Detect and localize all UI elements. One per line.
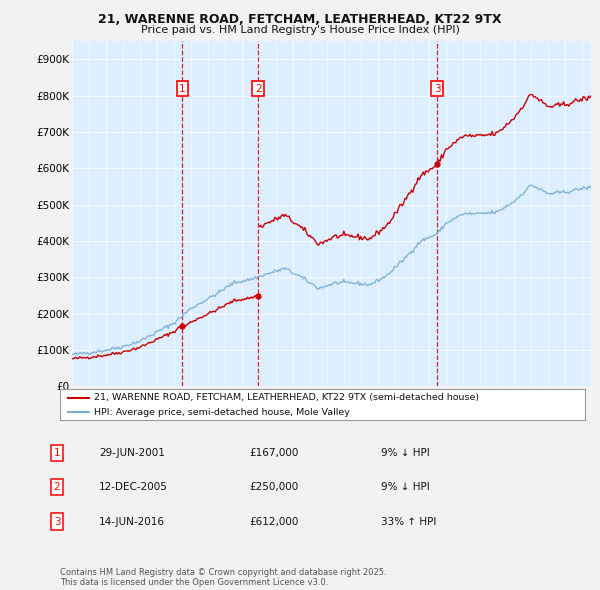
Text: 12-DEC-2005: 12-DEC-2005 xyxy=(99,483,168,492)
Text: 2: 2 xyxy=(53,483,61,492)
Text: £167,000: £167,000 xyxy=(249,448,298,458)
Text: 21, WARENNE ROAD, FETCHAM, LEATHERHEAD, KT22 9TX (semi-detached house): 21, WARENNE ROAD, FETCHAM, LEATHERHEAD, … xyxy=(94,394,479,402)
Text: 1: 1 xyxy=(53,448,61,458)
Text: 9% ↓ HPI: 9% ↓ HPI xyxy=(381,448,430,458)
Text: £612,000: £612,000 xyxy=(249,517,298,526)
Text: 3: 3 xyxy=(434,84,440,94)
Text: Contains HM Land Registry data © Crown copyright and database right 2025.
This d: Contains HM Land Registry data © Crown c… xyxy=(60,568,386,587)
Text: HPI: Average price, semi-detached house, Mole Valley: HPI: Average price, semi-detached house,… xyxy=(94,408,350,417)
Text: 1: 1 xyxy=(179,84,186,94)
Text: 9% ↓ HPI: 9% ↓ HPI xyxy=(381,483,430,492)
Text: £250,000: £250,000 xyxy=(249,483,298,492)
Text: 33% ↑ HPI: 33% ↑ HPI xyxy=(381,517,436,526)
Text: Price paid vs. HM Land Registry's House Price Index (HPI): Price paid vs. HM Land Registry's House … xyxy=(140,25,460,35)
Text: 29-JUN-2001: 29-JUN-2001 xyxy=(99,448,165,458)
Text: 14-JUN-2016: 14-JUN-2016 xyxy=(99,517,165,526)
Text: 21, WARENNE ROAD, FETCHAM, LEATHERHEAD, KT22 9TX: 21, WARENNE ROAD, FETCHAM, LEATHERHEAD, … xyxy=(98,13,502,26)
Text: 2: 2 xyxy=(255,84,262,94)
Text: 3: 3 xyxy=(53,517,61,526)
